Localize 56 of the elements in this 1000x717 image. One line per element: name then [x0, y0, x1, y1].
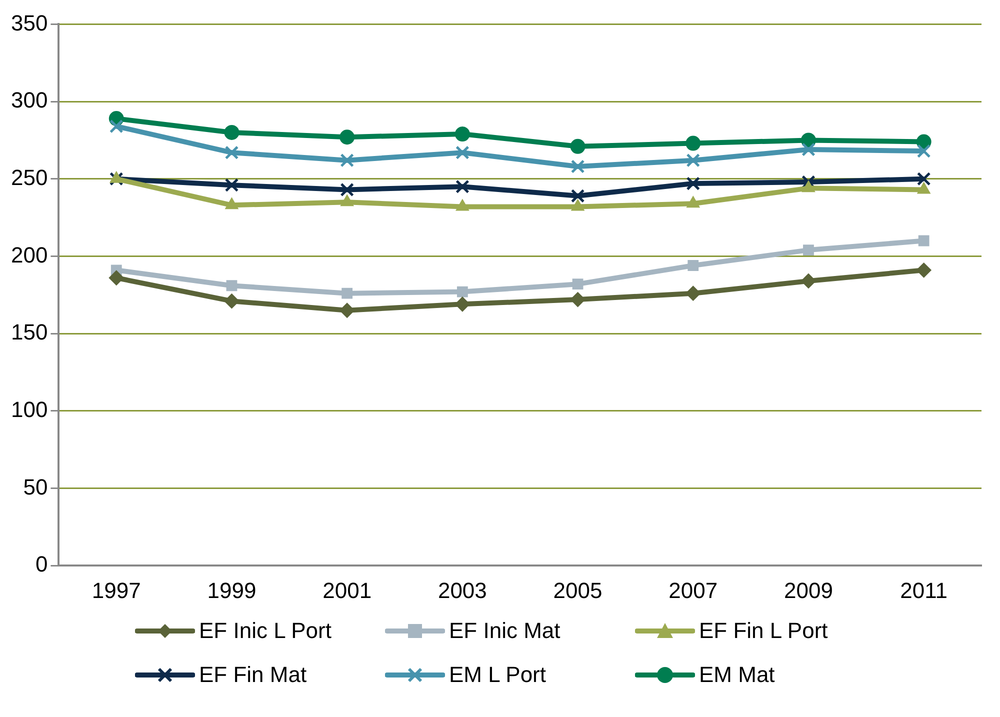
point	[686, 136, 701, 151]
point	[456, 180, 470, 194]
point	[803, 244, 814, 256]
point	[916, 144, 931, 158]
x-tick-label: 2003	[438, 578, 487, 603]
y-tick-label: 50	[23, 474, 48, 500]
y-tick-label: 0	[35, 552, 48, 577]
x-tick-label: 2007	[668, 578, 718, 603]
legend-label: EF Inic Mat	[449, 618, 560, 644]
point	[456, 286, 468, 298]
y-tick-label: 350	[10, 10, 48, 36]
point	[686, 286, 701, 301]
legend-label: EM Mat	[699, 662, 775, 688]
point	[686, 153, 700, 168]
point	[802, 142, 816, 156]
point	[340, 153, 354, 168]
point	[800, 273, 816, 288]
point	[109, 119, 124, 134]
x-tick-label: 1999	[207, 578, 256, 603]
x-tick-label: 2005	[553, 578, 602, 603]
point	[340, 182, 354, 197]
point	[570, 160, 585, 174]
point	[688, 260, 699, 271]
point	[224, 178, 239, 192]
point	[686, 176, 700, 190]
point	[454, 126, 470, 142]
point	[456, 146, 470, 160]
y-tick-label: 100	[10, 396, 48, 422]
y-tick-label: 250	[10, 164, 48, 190]
point	[572, 278, 584, 290]
point	[570, 188, 585, 203]
point	[226, 280, 238, 292]
legend-label: EF Inic L Port	[199, 618, 332, 644]
point	[108, 270, 124, 286]
point	[916, 262, 932, 278]
point	[570, 138, 586, 154]
y-tick-label: 300	[10, 88, 48, 113]
y-tick-label: 150	[10, 320, 48, 345]
point	[340, 302, 355, 318]
point	[224, 146, 239, 160]
point	[916, 172, 931, 186]
point	[570, 292, 586, 308]
x-tick-label: 2011	[900, 578, 948, 603]
x-tick-label: 2001	[322, 578, 372, 603]
legend-label: EM L Port	[449, 662, 546, 688]
y-tick-label: 200	[10, 242, 48, 268]
point	[109, 172, 124, 186]
point	[224, 294, 240, 309]
point	[918, 235, 930, 246]
legend-label: EF Fin L Port	[699, 618, 828, 644]
point	[340, 130, 355, 145]
legend-label: EF Fin Mat	[199, 662, 307, 688]
x-tick-label: 1997	[92, 578, 141, 603]
point	[224, 124, 240, 140]
x-tick-label: 2009	[784, 578, 833, 603]
point	[342, 288, 353, 299]
